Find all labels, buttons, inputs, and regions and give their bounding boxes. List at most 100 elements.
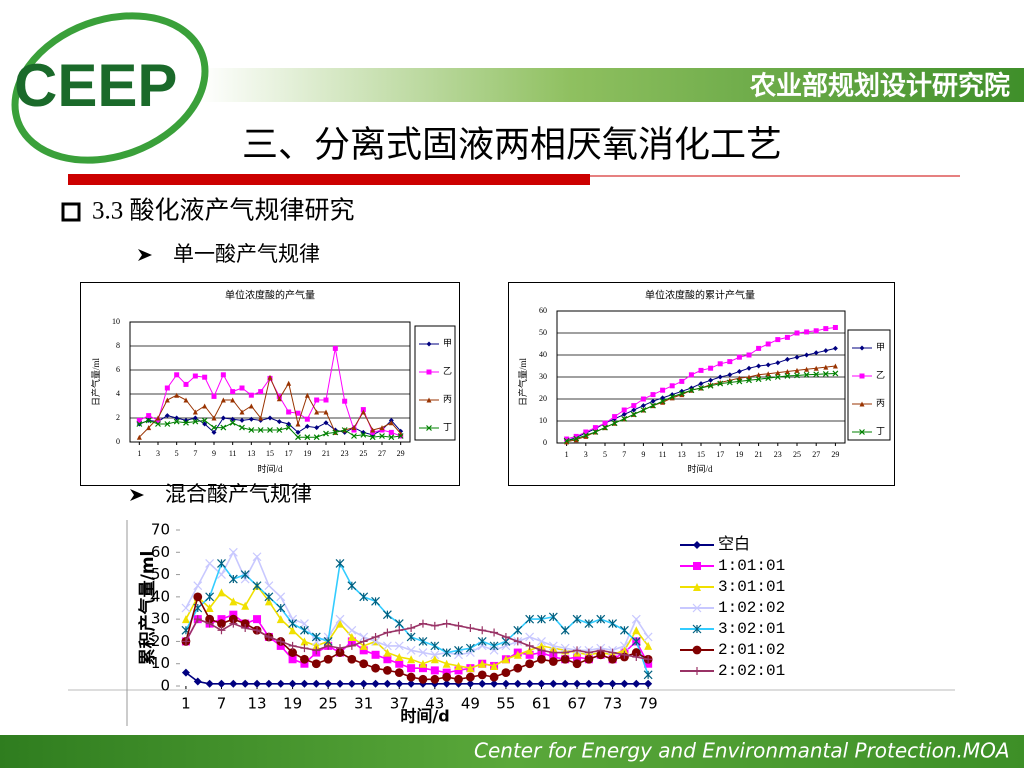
data-point [407,679,416,688]
legend-marker [692,645,702,655]
y-tick-label: 50 [539,328,547,337]
data-point [640,396,646,402]
data-point [217,615,226,624]
data-point [490,628,499,637]
y-tick-label: 10 [151,654,170,672]
x-tick-label: 23 [774,450,782,459]
data-point [347,625,357,635]
data-point [211,393,217,399]
data-point [644,659,653,668]
y-axis-label: 累积产气量/ml [137,551,158,666]
data-point [388,429,394,435]
data-point [513,679,522,688]
data-point [323,420,329,426]
data-point [548,657,558,666]
data-point [513,650,522,659]
x-axis-label: 时间/d [400,707,449,726]
data-point [537,654,546,664]
data-point [794,372,800,379]
data-point [643,632,653,642]
data-point [465,672,475,682]
data-point [193,677,202,686]
data-point [220,415,226,421]
header-bar [200,68,1024,102]
data-point [548,641,558,651]
data-point [332,345,338,351]
data-point [288,619,298,629]
chart-title: 单位浓度酸的累计产气量 [645,288,755,301]
data-point [454,661,463,670]
data-point [572,659,582,669]
y-tick-label: 2 [116,413,120,422]
data-point [640,407,647,413]
data-point [239,409,245,415]
legend-marker [426,341,432,347]
data-point [371,663,380,673]
data-point [560,625,570,635]
data-point [584,654,594,664]
data-point [537,679,546,688]
data-point [241,601,250,610]
data-point [211,415,217,421]
x-tick-label: 25 [359,449,367,458]
data-point [561,648,570,657]
y-tick-label: 40 [151,587,170,605]
data-point [336,619,344,628]
series-line [185,550,649,656]
data-point [592,425,598,431]
data-point [454,650,463,660]
data-point [466,624,475,633]
data-point [501,632,510,641]
data-point [478,679,487,688]
data-point [388,420,394,426]
data-point [267,374,273,380]
data-point [584,679,593,688]
x-tick-label: 27 [378,449,386,458]
org-name: 农业部规划设计研究院 [749,71,1010,102]
data-point [620,679,629,688]
x-tick-label: 15 [266,449,274,458]
x-tick-label: 17 [285,449,293,458]
data-point [174,392,180,398]
data-point [630,411,637,418]
data-point [383,666,392,675]
x-tick-label: 27 [812,450,820,459]
data-point [430,655,439,664]
data-point [513,625,523,635]
data-point [351,425,357,431]
data-point [264,597,273,606]
x-tick-label: 1 [565,450,569,459]
data-point [395,626,404,635]
data-point [370,427,376,433]
data-point [164,385,170,391]
data-point [549,653,558,662]
data-point [311,659,321,669]
arrow-bullet [130,489,144,501]
data-point [312,679,321,688]
data-point [631,407,637,413]
data-point [155,421,161,427]
data-point [804,352,810,358]
x-tick-label: 7 [622,450,626,459]
y-axis-label: 日产气量/ml [90,358,101,407]
data-point [573,435,580,442]
data-point [454,621,463,630]
data-point [794,354,800,360]
data-point [314,397,320,403]
data-point [323,397,329,403]
data-point [201,417,208,424]
data-point [608,648,617,657]
legend-label: 甲 [876,342,885,352]
data-point [813,328,819,334]
legend-label: 1:02:02 [718,599,785,617]
data-point [549,648,558,657]
data-point [217,626,226,635]
data-point [489,641,499,651]
data-point [707,382,714,389]
data-point [525,650,534,659]
data-point [323,654,333,664]
data-point [371,650,380,659]
data-point [418,637,428,646]
y-tick-label: 40 [539,350,547,359]
data-point [794,330,800,336]
